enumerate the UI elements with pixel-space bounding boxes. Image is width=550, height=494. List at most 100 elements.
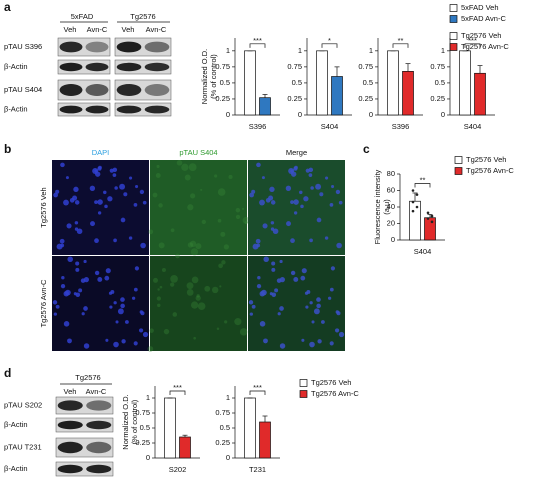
nucleus — [293, 211, 298, 215]
nucleus — [105, 268, 111, 274]
y-axis-label: Normalized O.D. — [200, 49, 209, 104]
y-tick-label: 0.25 — [215, 94, 230, 103]
nucleus — [119, 183, 126, 190]
nucleus — [305, 305, 309, 309]
y-tick-label: 0.5 — [292, 78, 302, 87]
nucleus — [309, 238, 313, 243]
y-tick-label: 0 — [298, 110, 302, 119]
lane-label: Veh — [64, 25, 77, 34]
nucleus — [263, 256, 269, 263]
data-point — [430, 214, 434, 218]
nucleus — [113, 301, 117, 305]
nucleus — [256, 243, 261, 248]
blot-band — [144, 62, 170, 72]
y-tick-label: 0.5 — [363, 78, 373, 87]
lane-label: Avn-C — [87, 25, 108, 34]
texture — [190, 193, 196, 199]
y-tick-label: 0 — [226, 110, 230, 119]
nucleus — [327, 296, 332, 300]
nucleus — [138, 328, 144, 333]
nucleus — [60, 162, 65, 168]
blot-band — [116, 62, 142, 72]
data-point — [426, 211, 430, 215]
blot-band — [57, 441, 83, 454]
nucleus — [73, 292, 77, 296]
bar — [316, 50, 328, 116]
nucleus — [317, 339, 322, 344]
bar — [259, 97, 271, 116]
nucleus — [301, 268, 307, 274]
nucleus — [63, 199, 69, 206]
x-tick-label: T231 — [249, 465, 266, 474]
texture — [217, 188, 226, 196]
nucleus — [123, 192, 128, 197]
nucleus — [53, 192, 59, 198]
image-column-header: Merge — [286, 148, 307, 157]
y-tick-label: 0.75 — [358, 62, 373, 71]
nucleus — [80, 278, 86, 283]
nucleus — [338, 331, 345, 338]
texture — [200, 188, 203, 191]
nucleus — [309, 301, 313, 305]
bar — [259, 421, 271, 459]
texture — [187, 242, 194, 248]
bar — [424, 217, 436, 241]
nucleus — [259, 199, 265, 206]
nucleus — [334, 328, 340, 333]
texture — [214, 174, 218, 178]
texture — [219, 285, 222, 288]
panel-label: b — [4, 142, 11, 156]
texture — [234, 318, 242, 326]
texture — [244, 221, 248, 225]
legend-label: Tg2576 Avn-C — [461, 42, 509, 51]
nucleus — [113, 341, 119, 348]
texture — [223, 244, 230, 250]
texture — [241, 207, 245, 210]
x-tick-label: S404 — [464, 122, 482, 131]
nucleus — [52, 300, 58, 305]
nucleus — [271, 261, 276, 266]
lane-label: Avn-C — [146, 25, 167, 34]
nucleus — [260, 289, 267, 296]
y-axis-label: (% of control) — [209, 54, 218, 99]
bar — [331, 76, 343, 116]
texture — [153, 277, 158, 283]
nucleus — [97, 199, 103, 205]
texture — [217, 218, 222, 223]
nucleus — [308, 173, 313, 177]
legend-swatch — [299, 379, 308, 387]
bar — [402, 71, 414, 116]
lane-label: Veh — [64, 387, 77, 396]
microscopy-image — [150, 256, 247, 351]
nucleus — [72, 195, 78, 201]
blot-row-label: pTAU T231 — [4, 442, 42, 451]
blot-band — [86, 420, 112, 430]
nucleus — [279, 306, 284, 311]
texture — [172, 312, 178, 317]
y-tick-label: 1 — [226, 393, 230, 402]
significance-bracket — [414, 183, 431, 188]
y-tick-label: 0.75 — [215, 62, 230, 71]
y-tick-label: 0.75 — [430, 62, 445, 71]
nucleus — [78, 288, 83, 293]
texture — [184, 174, 191, 181]
nucleus — [66, 223, 72, 229]
data-point — [411, 200, 415, 204]
texture — [176, 160, 183, 166]
texture — [220, 231, 226, 237]
bar — [387, 50, 399, 116]
texture — [239, 328, 248, 336]
nucleus — [94, 171, 101, 177]
bar — [179, 436, 191, 459]
texture — [170, 282, 175, 287]
data-point — [411, 209, 415, 213]
nucleus — [133, 341, 138, 346]
nucleus — [311, 320, 315, 324]
nucleus — [274, 288, 279, 293]
blot-band — [144, 105, 170, 114]
y-tick-label: 0.25 — [430, 94, 445, 103]
texture — [159, 285, 163, 289]
significance-label: *** — [253, 383, 262, 392]
nucleus — [271, 267, 276, 272]
bar — [244, 50, 256, 116]
